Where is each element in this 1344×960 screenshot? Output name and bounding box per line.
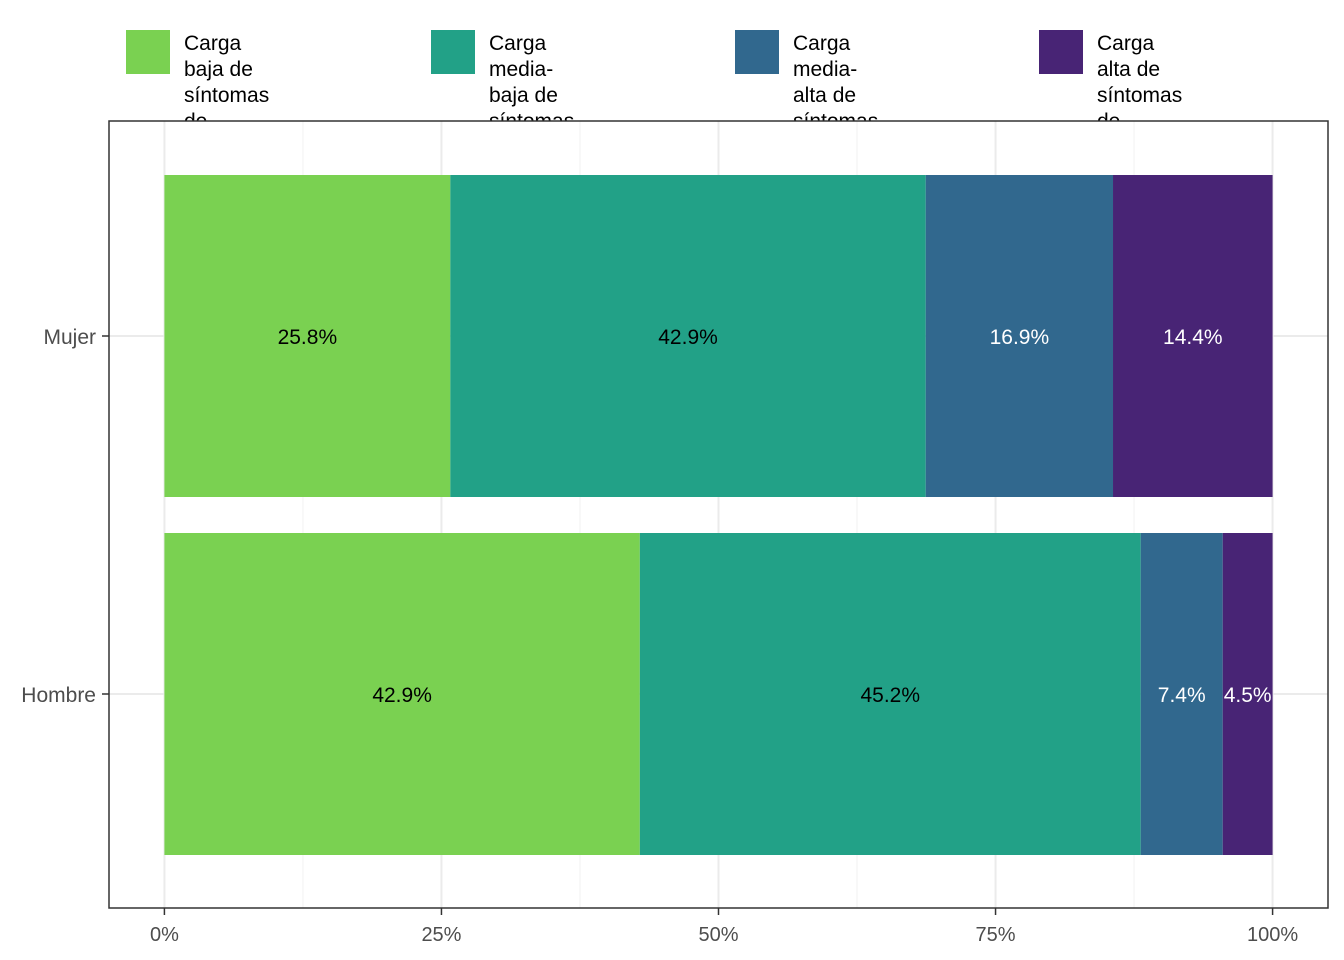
legend-swatch — [1039, 30, 1083, 74]
x-tick-label: 25% — [421, 924, 461, 946]
legend-swatch — [735, 30, 779, 74]
y-tick-label: Hombre — [21, 684, 96, 707]
data-label: 16.9% — [990, 326, 1050, 349]
bar-segment — [639, 533, 1141, 855]
y-tick-label: Mujer — [43, 326, 96, 349]
bar-segment — [1140, 533, 1223, 855]
bar-segment — [1222, 533, 1273, 855]
data-label: 7.4% — [1158, 684, 1206, 707]
bar-segment — [450, 175, 926, 497]
data-label: 4.5% — [1224, 684, 1272, 707]
data-label: 25.8% — [278, 326, 338, 349]
data-label: 14.4% — [1163, 326, 1223, 349]
data-label: 42.9% — [372, 684, 432, 707]
legend-swatch — [431, 30, 475, 74]
bar-segment — [925, 175, 1114, 497]
x-tick-label: 50% — [698, 924, 738, 946]
bar-segment — [164, 175, 451, 497]
x-tick-label: 0% — [150, 924, 179, 946]
x-tick-label: 75% — [976, 924, 1016, 946]
legend-swatch — [126, 30, 170, 74]
bar-segment — [164, 533, 640, 855]
x-tick-label: 100% — [1247, 924, 1298, 946]
data-label: 42.9% — [658, 326, 718, 349]
bar-segment — [1113, 175, 1273, 497]
data-label: 45.2% — [860, 684, 920, 707]
